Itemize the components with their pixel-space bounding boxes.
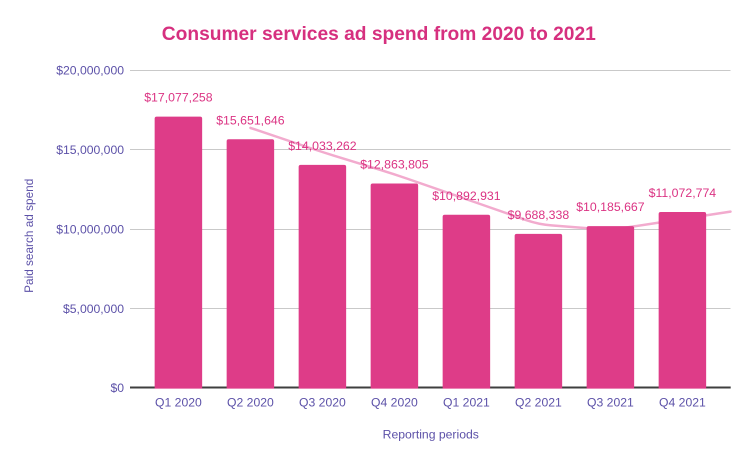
svg-text:Q1 2020: Q1 2020 [155, 395, 202, 409]
svg-text:$10,185,667: $10,185,667 [576, 200, 645, 214]
svg-text:Reporting periods: Reporting periods [383, 428, 479, 442]
svg-text:$5,000,000: $5,000,000 [63, 302, 124, 316]
svg-text:$15,651,646: $15,651,646 [216, 113, 285, 127]
svg-text:Q2 2021: Q2 2021 [515, 395, 562, 409]
svg-text:$12,863,805: $12,863,805 [360, 158, 429, 172]
svg-text:$17,077,258: $17,077,258 [144, 91, 213, 105]
svg-text:Paid search ad spend: Paid search ad spend [22, 179, 36, 293]
svg-text:$11,072,774: $11,072,774 [649, 186, 717, 200]
svg-text:$10,000,000: $10,000,000 [56, 222, 124, 236]
svg-text:$0: $0 [110, 381, 124, 395]
svg-text:$9,688,338: $9,688,338 [508, 208, 570, 222]
svg-text:Q2 2020: Q2 2020 [227, 395, 274, 409]
svg-text:$15,000,000: $15,000,000 [56, 143, 124, 157]
svg-text:$14,033,262: $14,033,262 [288, 139, 357, 153]
svg-text:Q1 2021: Q1 2021 [443, 395, 490, 409]
svg-text:Q3 2021: Q3 2021 [587, 395, 634, 409]
svg-text:Q4 2020: Q4 2020 [371, 395, 418, 409]
svg-text:Q3 2020: Q3 2020 [299, 395, 346, 409]
svg-text:Q4 2021: Q4 2021 [659, 395, 706, 409]
svg-text:Consumer services ad spend fro: Consumer services ad spend from 2020 to … [162, 24, 596, 45]
svg-text:$20,000,000: $20,000,000 [56, 64, 124, 78]
svg-text:$10,892,931: $10,892,931 [432, 189, 501, 203]
